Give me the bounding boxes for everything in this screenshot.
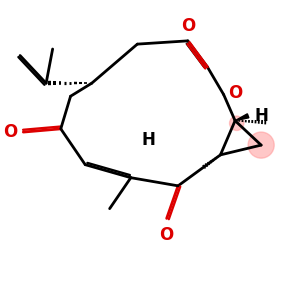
Text: O: O bbox=[160, 226, 174, 244]
Circle shape bbox=[230, 116, 244, 130]
Text: O: O bbox=[3, 123, 17, 141]
Text: H: H bbox=[141, 131, 155, 149]
Polygon shape bbox=[235, 114, 249, 121]
Text: O: O bbox=[229, 84, 243, 102]
Circle shape bbox=[248, 132, 274, 158]
Text: H: H bbox=[255, 107, 268, 125]
Text: O: O bbox=[181, 17, 195, 35]
